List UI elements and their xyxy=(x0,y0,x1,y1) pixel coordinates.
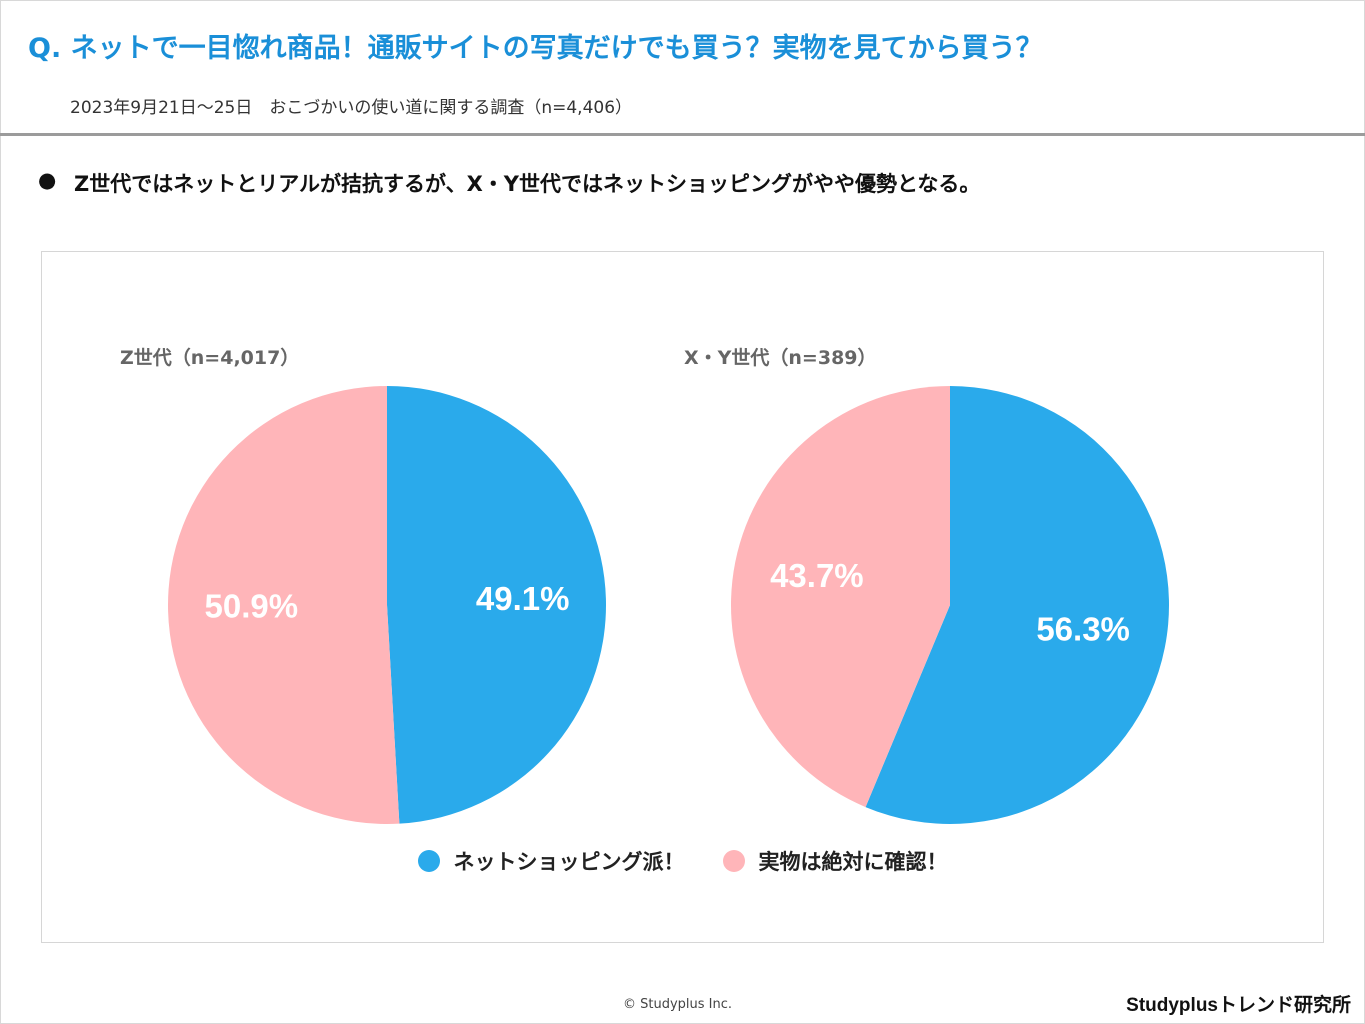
legend-label-net: ネットショッピング派！ xyxy=(453,850,685,874)
pie-xy-slice-net xyxy=(865,386,1170,825)
pie-title-z-generation: Z世代（n=4,017） xyxy=(120,347,300,369)
legend-item-real: 実物は絶対に確認！ xyxy=(722,846,948,876)
legend-label-real: 実物は絶対に確認！ xyxy=(758,850,948,874)
pie-z-label-net: 49.1% xyxy=(476,580,570,617)
pie-xy-slice-real xyxy=(731,386,950,808)
pie-title-xy-generation: X・Y世代（n=389） xyxy=(684,347,877,369)
legend-dot-icon xyxy=(722,850,745,872)
pie-z-label-real: 50.9% xyxy=(204,588,298,625)
chart-legend: ネットショッピング派！ 実物は絶対に確認！ xyxy=(0,846,1365,876)
legend-dot-icon xyxy=(417,850,440,872)
pie-z-slice-real xyxy=(168,386,400,824)
brand-logo-text: Studyplusトレンド研究所 xyxy=(1126,995,1351,1016)
survey-subtitle: 2023年9月21日～25日 おこづかいの使い道に関する調査（n=4,406） xyxy=(70,98,633,118)
pie-xy-label-net: 56.3% xyxy=(1036,610,1130,647)
pie-xy-label-real: 43.7% xyxy=(770,557,864,594)
summary-text: Z世代ではネットとリアルが拮抗するが、X・Y世代ではネットショッピングがやや優勢… xyxy=(74,172,981,196)
header-divider xyxy=(0,133,1365,136)
legend-item-net: ネットショッピング派！ xyxy=(417,846,685,876)
bullet-icon: ● xyxy=(38,168,57,192)
copyright-text: © Studyplus Inc. xyxy=(622,997,733,1012)
pie-z-slice-net xyxy=(387,386,607,824)
page-title: Q. ネットで一目惚れ商品！通販サイトの写真だけでも買う？実物を見てから買う？ xyxy=(28,33,1043,64)
